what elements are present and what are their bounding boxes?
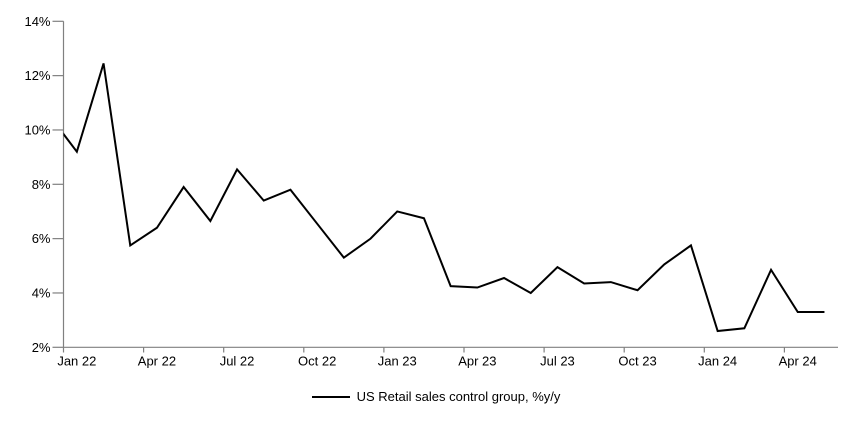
legend-label: US Retail sales control group, %y/y bbox=[356, 389, 561, 404]
y-tick-label: 4% bbox=[32, 285, 51, 300]
x-tick-label: Apr 23 bbox=[458, 353, 496, 368]
x-tick-label: Oct 22 bbox=[298, 353, 336, 368]
legend: US Retail sales control group, %y/y bbox=[0, 389, 852, 405]
y-tick-label: 12% bbox=[24, 68, 50, 83]
x-tick-label: Oct 23 bbox=[618, 353, 656, 368]
y-tick-label: 2% bbox=[32, 340, 51, 355]
x-tick-label: Apr 22 bbox=[138, 353, 176, 368]
line-chart-canvas: 2% 4% 6% 8% 10% 12% 14% Jan 22 Apr 22 Jul 22 Oct 2… bbox=[24, 14, 838, 368]
y-tick-label: 6% bbox=[32, 231, 51, 246]
x-tick-label: Jul 23 bbox=[540, 353, 575, 368]
y-tick-label: 10% bbox=[24, 122, 50, 137]
x-tick-label: Apr 24 bbox=[779, 353, 817, 368]
x-tick-label: Jan 23 bbox=[378, 353, 417, 368]
x-tick-label: Jul 22 bbox=[220, 353, 255, 368]
y-tick-label: 8% bbox=[32, 177, 51, 192]
series-line bbox=[63, 63, 825, 333]
x-tick-label: Jan 22 bbox=[57, 353, 96, 368]
y-tick-label: 14% bbox=[24, 14, 50, 29]
legend-line-sample-icon bbox=[311, 396, 350, 398]
x-tick-label: Jan 24 bbox=[698, 353, 737, 368]
